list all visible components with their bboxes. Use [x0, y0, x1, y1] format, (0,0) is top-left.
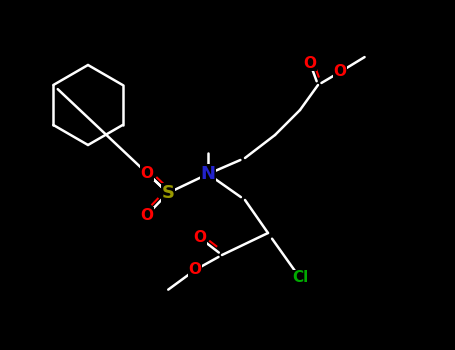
- Text: O: O: [141, 208, 153, 223]
- Text: O: O: [141, 166, 153, 181]
- Text: O: O: [193, 231, 207, 245]
- Text: O: O: [188, 262, 202, 278]
- Text: O: O: [303, 56, 317, 70]
- Text: O: O: [334, 64, 347, 79]
- Text: N: N: [201, 165, 216, 183]
- Text: Cl: Cl: [292, 271, 308, 286]
- Text: S: S: [162, 184, 175, 202]
